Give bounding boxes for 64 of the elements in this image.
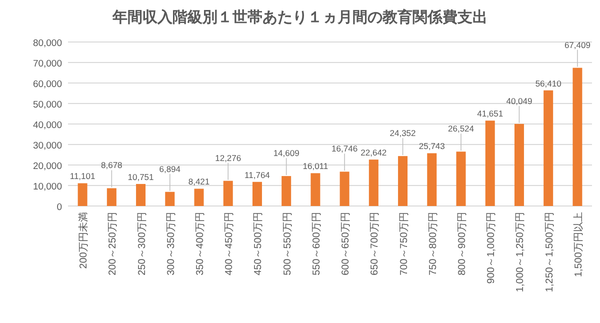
bar — [572, 68, 582, 206]
bar — [340, 172, 350, 206]
bar — [456, 152, 466, 206]
x-tick-label: 750～800万円 — [428, 212, 439, 276]
bar — [78, 183, 88, 206]
x-tick-label: 600～650万円 — [340, 212, 352, 276]
x-tick-label: 1,250～1,500万円 — [544, 212, 556, 292]
y-tick-label: 40,000 — [32, 120, 62, 131]
y-tick-label: 70,000 — [32, 58, 62, 70]
bar — [194, 188, 204, 206]
y-tick-label: 30,000 — [32, 140, 62, 152]
x-tick-label: 550～600万円 — [311, 212, 322, 276]
bar — [252, 182, 262, 206]
bar — [165, 192, 175, 206]
x-tick-label: 450～500万円 — [253, 212, 264, 276]
y-tick-label: 60,000 — [32, 79, 62, 90]
data-label: 10,751 — [128, 172, 154, 182]
data-label: 14,609 — [273, 148, 300, 158]
data-label: 67,409 — [564, 40, 591, 50]
data-label: 24,352 — [390, 128, 416, 138]
data-label: 11,764 — [244, 170, 270, 180]
x-tick-label: 800～900万円 — [457, 212, 468, 276]
x-tick-label: 700～750万円 — [398, 212, 410, 276]
data-label: 56,410 — [535, 78, 562, 88]
x-tick-label: 350～400万円 — [195, 212, 206, 276]
bar — [282, 176, 292, 206]
x-tick-label: 1,500万円以上 — [572, 212, 584, 278]
x-tick-label: 650～700万円 — [370, 212, 381, 276]
x-tick-label: 200～250万円 — [108, 212, 119, 276]
data-label: 12,276 — [215, 152, 242, 163]
y-tick-label: 20,000 — [32, 161, 62, 172]
x-tick-label: 1,000～1,250万円 — [515, 212, 526, 292]
data-label: 16,011 — [302, 161, 328, 172]
data-label: 16,746 — [332, 144, 358, 154]
bar — [136, 184, 146, 206]
x-tick-label: 400～450万円 — [224, 212, 236, 276]
y-tick-label: 10,000 — [32, 182, 62, 192]
data-label: 8,421 — [188, 176, 210, 187]
data-label: 8,678 — [101, 160, 123, 170]
data-label: 6,894 — [159, 164, 181, 174]
bar — [485, 120, 495, 206]
data-label: 22,642 — [360, 148, 387, 158]
y-tick-label: 0 — [56, 202, 62, 213]
bar — [368, 160, 378, 206]
data-label: 40,049 — [506, 96, 532, 106]
bar — [427, 153, 437, 206]
data-label: 26,524 — [448, 124, 474, 134]
data-label: 41,651 — [477, 108, 504, 119]
bar — [223, 180, 233, 206]
data-label: 11,101 — [70, 171, 96, 182]
bar — [310, 173, 320, 206]
y-tick-label: 80,000 — [32, 38, 62, 49]
y-tick-label: 50,000 — [32, 100, 62, 110]
bar — [544, 90, 554, 206]
x-tick-label: 200万円未満 — [78, 212, 90, 269]
bar — [106, 188, 116, 206]
x-tick-label: 900～1,000万円 — [486, 212, 498, 284]
data-label: 25,743 — [418, 141, 446, 152]
bar — [398, 156, 408, 206]
x-tick-label: 500～550万円 — [282, 212, 294, 276]
x-tick-label: 300～350万円 — [166, 212, 177, 276]
bar — [514, 124, 524, 206]
chart-title: 年間収入階級別１世帯あたり１ヵ月間の教育関係費支出 — [112, 8, 488, 26]
x-tick-label: 250～300万円 — [136, 212, 148, 276]
